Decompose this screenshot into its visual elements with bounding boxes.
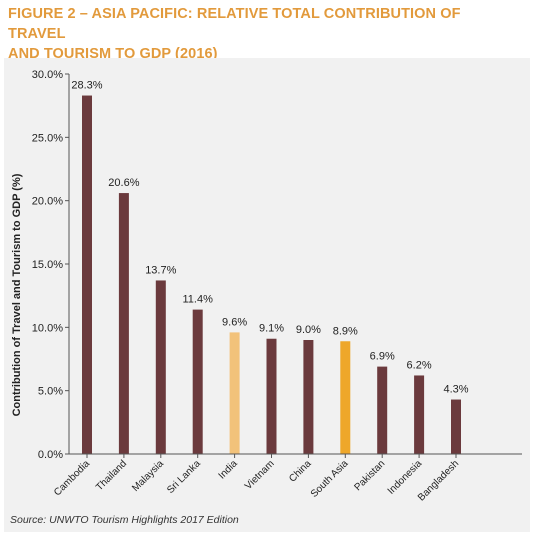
bar — [155, 280, 166, 454]
bar — [377, 366, 388, 454]
x-tick-label: Pakistan — [352, 458, 387, 493]
data-label: 9.1% — [259, 323, 284, 335]
x-tick-label: South Asia — [309, 458, 351, 500]
y-tick-label: 0.0% — [38, 449, 63, 461]
data-label: 9.6% — [222, 316, 247, 328]
x-tick-label: Sri Lanka — [165, 458, 203, 496]
x-tick-label: Indonesia — [386, 458, 425, 497]
value-labels: 28.3% 20.6% 13.7% 11.4% 9.6% 9.1% 9.0% 8.9% 6.9%… — [71, 80, 468, 396]
bar — [82, 95, 92, 455]
bar — [192, 309, 203, 454]
bar-chart: 0.0%5.0%10.0%15.0%20.0%25.0%30.0% 28.3%2… — [11, 69, 522, 503]
bar — [414, 375, 425, 454]
figure-title-line-1: FIGURE 2 – ASIA PACIFIC: RELATIVE TOTAL … — [8, 6, 461, 42]
bar — [266, 338, 277, 454]
x-tick-label: Thailand — [94, 458, 129, 493]
data-label: 6.2% — [407, 359, 432, 371]
y-tick-label: 15.0% — [32, 259, 63, 271]
data-label: 6.9% — [370, 351, 395, 363]
data-label: 20.6% — [108, 177, 139, 189]
x-tick-label: China — [287, 458, 314, 485]
y-tick-label: 25.0% — [32, 132, 63, 144]
bars — [82, 95, 461, 455]
x-tick-label: Vietnam — [243, 458, 277, 492]
y-axis: 0.0% 5.0% 10.0% 15.0% 20.0% 25.0% 30.0% — [32, 69, 70, 461]
data-label: 9.0% — [296, 324, 321, 336]
y-tick-label: 5.0% — [38, 386, 63, 398]
bar — [303, 340, 314, 454]
data-label: 28.3% — [71, 80, 102, 92]
y-tick-label: 20.0% — [32, 196, 63, 208]
y-tick-label: 30.0% — [32, 69, 63, 81]
chart-panel: 0.0% 5.0% 10.0% 15.0% 20.0% 25.0% 30.0% 28.3% 2… — [4, 58, 530, 532]
bar — [229, 332, 240, 454]
figure-title: FIGURE 2 – ASIA PACIFIC: RELATIVE TOTAL … — [8, 4, 508, 64]
source-note: Source: UNWTO Tourism Highlights 2017 Ed… — [10, 514, 239, 526]
y-axis-title: Contribution of Travel and Tourism to GD… — [11, 173, 23, 416]
data-label: 13.7% — [145, 264, 176, 276]
bar — [340, 341, 351, 454]
bar — [451, 399, 461, 454]
data-label: 4.3% — [443, 384, 468, 396]
x-tick-label: Malaysia — [130, 458, 166, 494]
x-tick-label: Cambodia — [52, 458, 92, 498]
data-label: 8.9% — [333, 325, 358, 337]
x-axis: Cambodia Thailand Malaysia Sri Lanka India Vi… — [52, 453, 522, 503]
x-tick-label: India — [217, 458, 240, 481]
bar — [118, 193, 129, 455]
data-label: 11.4% — [183, 294, 214, 306]
y-tick-label: 10.0% — [32, 322, 63, 334]
